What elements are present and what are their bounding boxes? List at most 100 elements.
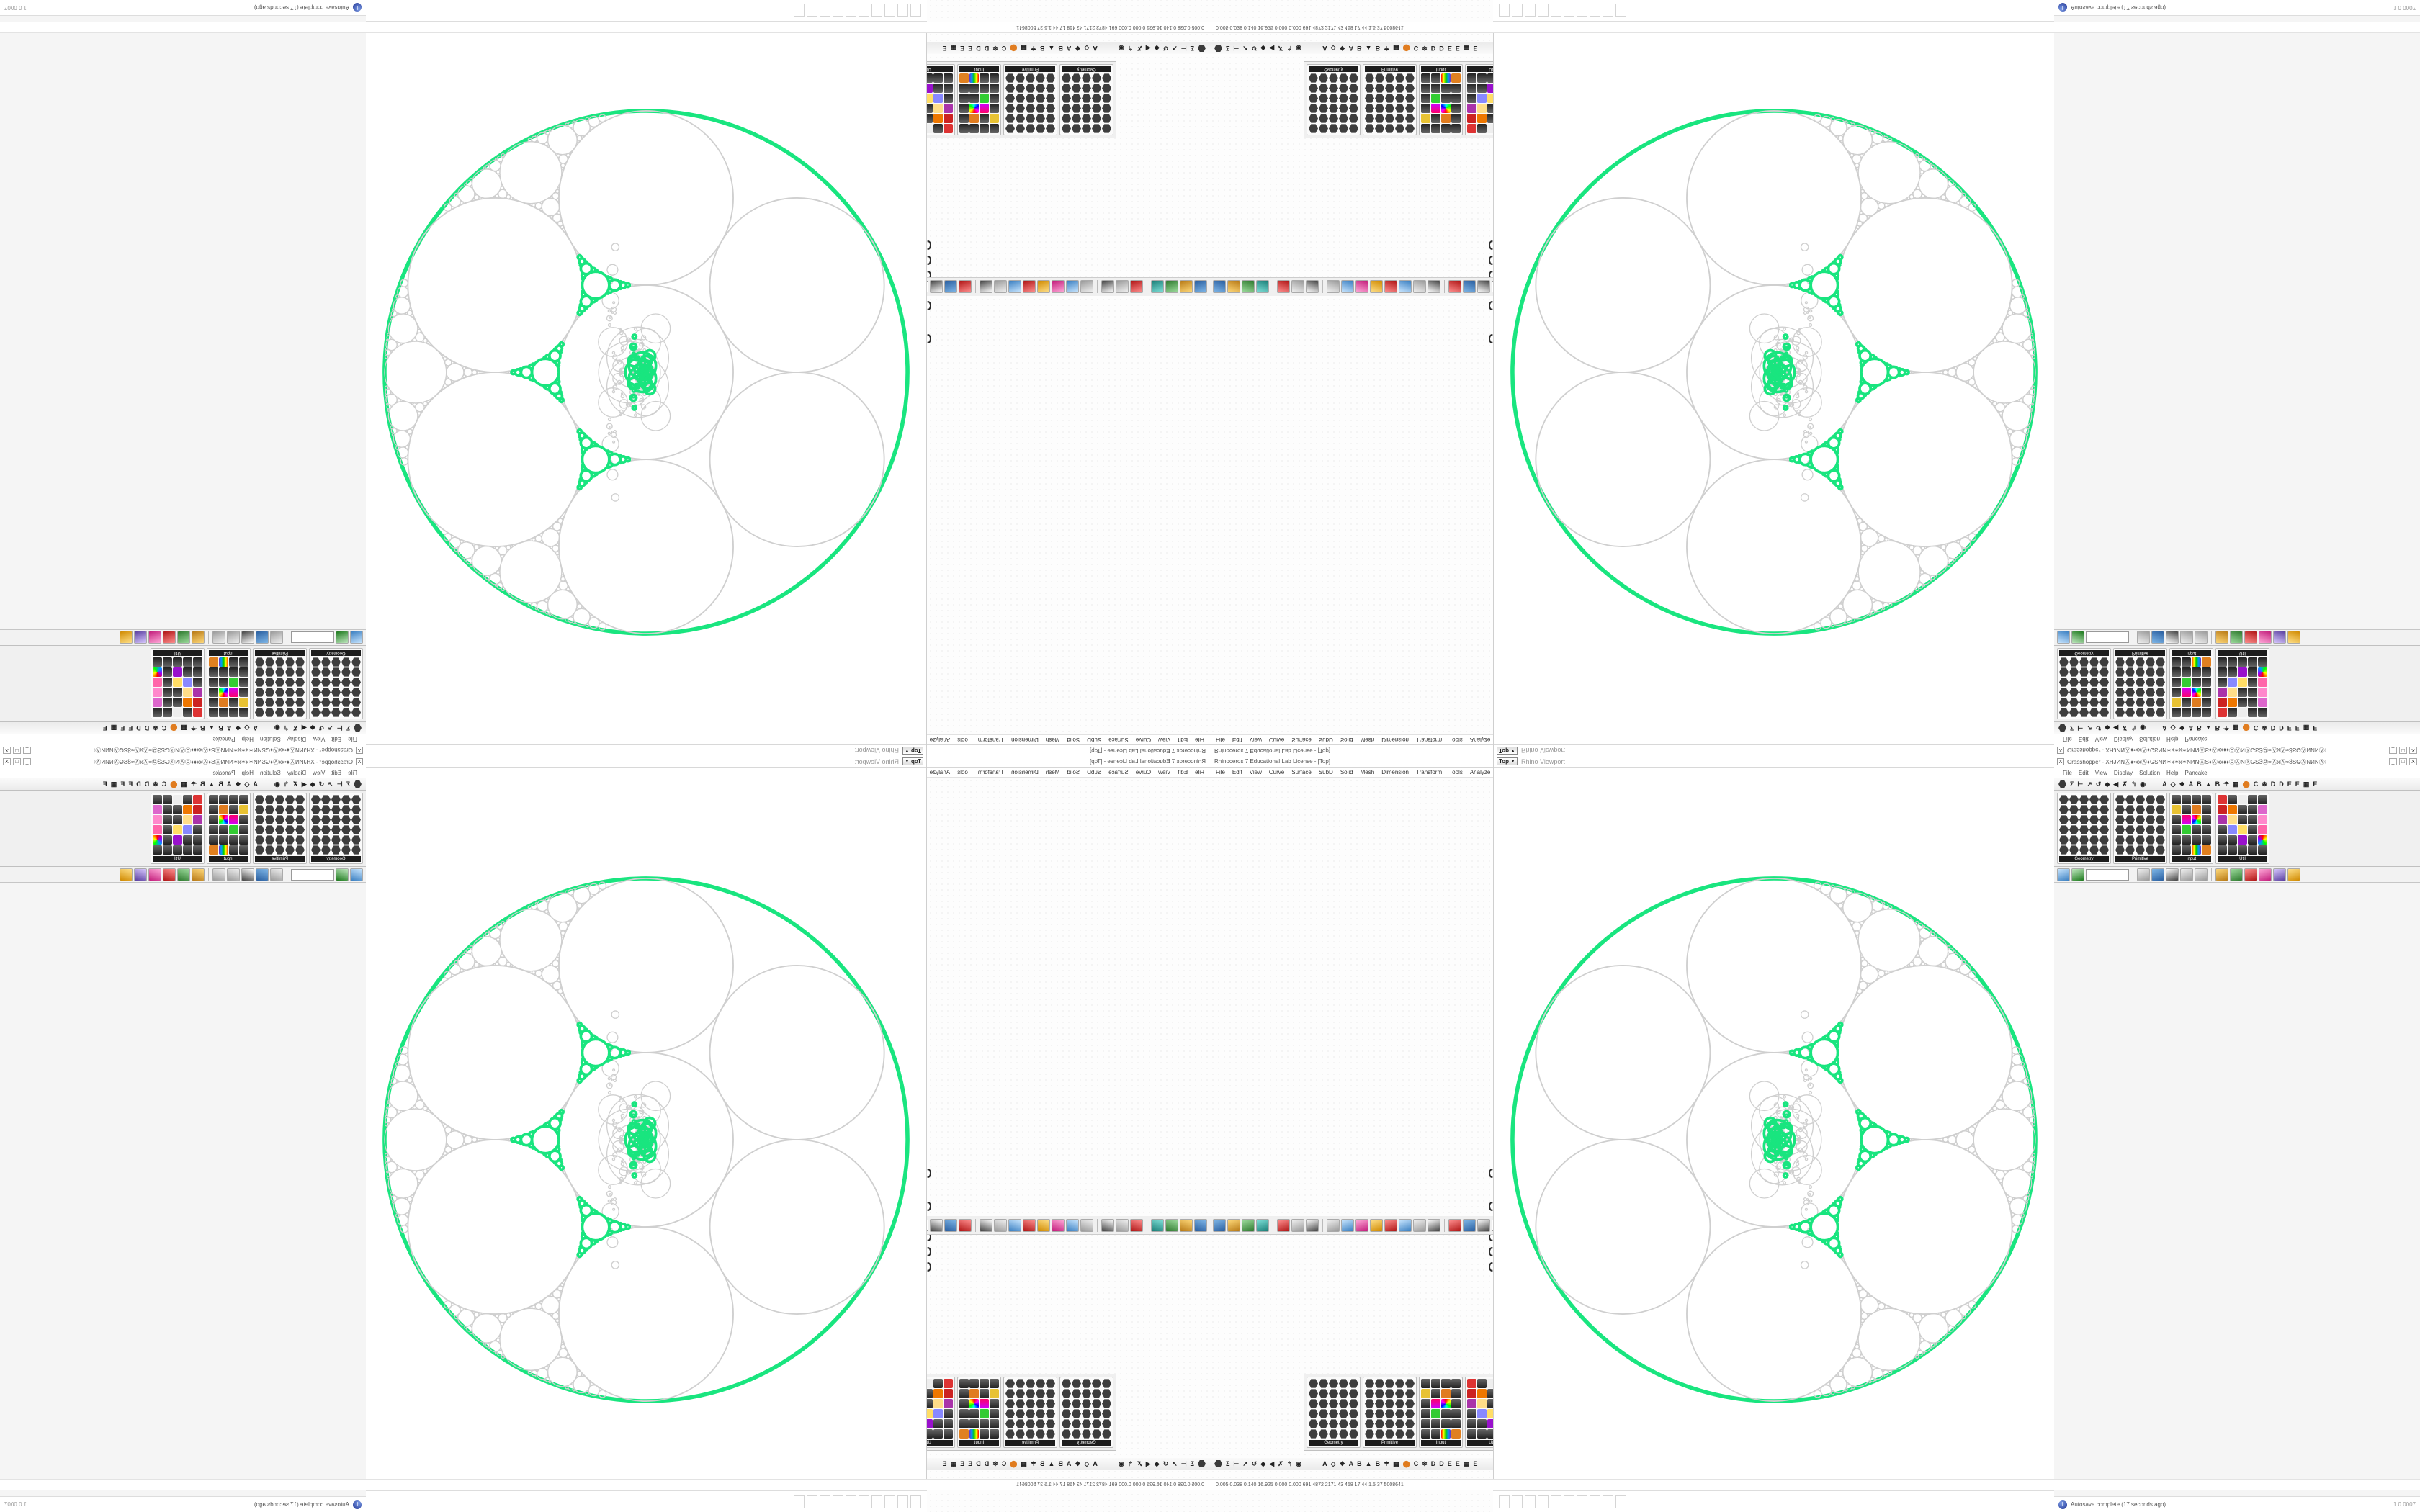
gh-menu-display[interactable]: Display [287,736,307,742]
gh-panel-util[interactable]: Util [151,648,205,719]
rhino-menu-curve[interactable]: Curve [1268,769,1285,775]
rhino-menu-curve[interactable]: Curve [1268,737,1285,743]
tab-human[interactable]: A [1348,45,1354,52]
viewport-header[interactable]: Top ▼ Rhino Viewport [366,744,926,756]
viewport-header[interactable]: Top ▼ Rhino Viewport [1494,744,2054,756]
gh-tab-surface[interactable]: ◆ [2105,780,2110,788]
gh-menu-display[interactable]: Display [2113,770,2133,776]
gh-purple-icon[interactable] [2273,631,2286,644]
viewport-header[interactable]: Top ▼ Rhino Viewport [366,756,926,768]
gh-grid-util[interactable] [2218,795,2267,855]
toolbar-analyze-icon[interactable] [1037,1218,1050,1232]
toolbar-analyze-icon[interactable] [1370,280,1383,294]
gh-menu-display[interactable]: Display [287,770,307,776]
gh-panel-geometry[interactable]: Geometry [2057,648,2111,719]
gh-tab-display[interactable]: ◉ [274,724,280,732]
gh-tab-maths[interactable]: Σ [346,724,350,732]
tab-e3[interactable]: ▦ [950,1459,957,1467]
taskbar-owl-icon[interactable] [910,1495,921,1508]
gh-panel-input[interactable]: Input [207,648,251,719]
taskbar-notepad-icon[interactable] [1551,4,1561,17]
gh-sun-icon[interactable] [192,631,205,644]
tab-curve[interactable]: ↺ [1251,1459,1258,1467]
gh-tab-intersect[interactable]: ✗ [2122,724,2128,732]
tab-transform[interactable]: ↰ [1286,45,1293,53]
tab-sets[interactable]: ⊢ [1180,1459,1187,1467]
rhino-menu-dimension[interactable]: Dimension [1381,737,1409,743]
rhino-menu-transform[interactable]: Transform [977,769,1005,775]
rhino-menu-mesh[interactable]: Mesh [1045,737,1060,743]
gh-tab-lunchbox[interactable]: ▲ [208,724,215,732]
taskbar-terminal-icon[interactable] [1615,4,1626,17]
rhino-menu-view[interactable]: View [1249,737,1262,743]
gh-panel-geometry[interactable]: Geometry [309,648,363,719]
tab-pufferfish[interactable]: ▦ [1393,45,1399,53]
gh-open-icon[interactable] [336,631,349,644]
tab-human[interactable]: A [1066,45,1072,52]
gh-window-buttons[interactable]: _ □ X [3,758,31,765]
tab-anemone[interactable]: A [1093,1460,1098,1467]
rhino-menu-view[interactable]: View [1158,737,1171,743]
gh-bake-icon[interactable] [2195,631,2208,644]
chevron-down-icon[interactable]: ▼ [1510,759,1516,764]
gh-tab-e3[interactable]: ▦ [2303,780,2310,788]
gh-tab-e2[interactable]: E [2295,780,2300,788]
gh-component-tabs[interactable]: Σ ⊢ ↗ ↺ ◆ ◀ ✗ ↰ ◉ A ◇ ❖ A B ▲ B ☂ ▦ ⬤ C … [0,721,366,734]
gh-tab-anemone[interactable]: A [2162,780,2167,788]
ribbon-panel-input[interactable]: Input [1419,64,1463,135]
gh-tab-meshedit[interactable]: B [2215,780,2220,788]
gh-tab-kangaroo2[interactable]: B [2197,724,2202,732]
tab-sets[interactable]: ⊢ [1180,45,1187,53]
tab-parakeet[interactable]: ☂ [1030,1459,1036,1467]
gh-grid-util[interactable] [153,657,202,717]
tab-params-icon[interactable] [1198,1460,1206,1468]
toolbar-analyze-icon[interactable] [1370,1218,1383,1232]
gh-grid-geometry[interactable] [2059,657,2109,717]
taskbar-maze-icon[interactable] [884,1495,895,1508]
gh-grid-primitive[interactable] [2115,795,2165,855]
toolbar-revolve-icon[interactable] [1151,280,1164,294]
gh-eye-icon[interactable] [256,868,269,881]
toolbar-loft-icon[interactable] [1291,280,1304,294]
gh-tab-human[interactable]: A [2188,780,2194,788]
tab-heteroptera[interactable]: ❖ [1339,45,1345,53]
close-button[interactable]: X [2409,747,2417,754]
tab-pufferfish[interactable]: ▦ [1393,1459,1399,1467]
ribbon-grid-primitive[interactable] [1005,1379,1055,1439]
tab-transform[interactable]: ↰ [1286,1459,1293,1467]
gh-menu-solution[interactable]: Solution [259,770,281,776]
taskbar-maze-icon[interactable] [1525,1495,1536,1508]
gh-zoom-field[interactable] [291,868,334,881]
tab-curve[interactable]: ↺ [1162,45,1169,53]
gh-tab-parakeet[interactable]: ☂ [2223,724,2230,732]
gh-menu-help[interactable]: Help [2166,736,2179,742]
gh-grid-util[interactable] [153,795,202,855]
gh-grid-primitive[interactable] [2115,657,2165,717]
tab-c[interactable]: C [1413,1460,1419,1467]
tab-e4[interactable]: E [942,45,947,52]
toolbar-render-icon[interactable] [994,1218,1007,1232]
chevron-down-icon[interactable]: ▼ [904,759,910,764]
gh-tab-c2[interactable]: ❄ [2262,780,2267,788]
ribbon-grid-primitive[interactable] [1005,73,1055,133]
gh-eye-icon[interactable] [256,631,269,644]
tab-sets[interactable]: ⊢ [1233,45,1240,53]
gh-cluster-icon[interactable] [2180,868,2193,881]
rhino-menu-surface[interactable]: Surface [1108,737,1129,743]
rhino-menu-mesh[interactable]: Mesh [1360,737,1375,743]
gh-tab-e4[interactable]: E [102,724,107,732]
toolbar-layout-icon[interactable] [1023,280,1036,294]
taskbar-maze2-icon[interactable] [1538,4,1549,17]
toolbar-flame-icon[interactable] [1448,1218,1461,1232]
gh-save-icon[interactable] [2057,868,2070,881]
taskbar-firefox2-icon[interactable] [1590,1495,1600,1508]
tab-meshedit[interactable]: B [1039,45,1045,52]
gh-zoom-field[interactable] [2086,868,2129,881]
gh-panel-util[interactable]: Util [2215,793,2269,864]
gh-grid-input[interactable] [209,795,248,855]
taskbar-terminal-icon[interactable] [1615,1495,1626,1508]
tab-sets[interactable]: ⊢ [1233,1459,1240,1467]
gh-pink-icon[interactable] [2259,631,2272,644]
gh-purple-icon[interactable] [2273,868,2286,881]
tab-meshedit[interactable]: B [1375,45,1381,52]
